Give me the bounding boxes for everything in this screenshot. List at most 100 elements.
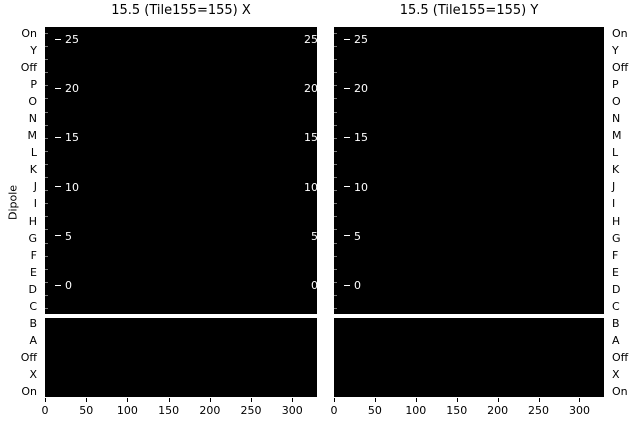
y-tick-right-16: C — [612, 299, 620, 313]
spine-tick-mark — [45, 98, 48, 99]
inner-y-tick-left-5: 0 — [55, 280, 72, 291]
spine-tick-mark — [45, 243, 48, 244]
tick-dash-icon — [344, 87, 350, 89]
spine-tick-mark — [45, 295, 48, 296]
y-tick-left-4: O — [28, 95, 37, 109]
spine-tick-mark — [45, 177, 48, 178]
spine-tick-mark — [334, 125, 337, 126]
x-tick-label-5: 250 — [240, 404, 262, 417]
y-tick-right-6: M — [612, 129, 622, 143]
y-tick-left-9: J — [33, 180, 37, 194]
y-tick-right-18: A — [612, 333, 620, 347]
x-tick-label-4: 200 — [199, 404, 221, 417]
inner-y-tick-label: 5 — [65, 229, 72, 243]
y-tick-left-14: E — [30, 265, 37, 279]
y-tick-right-0: On — [612, 27, 628, 40]
y-tick-left-5: N — [28, 112, 37, 126]
spine-tick-mark — [45, 125, 48, 126]
panel-title-right: 15.5 (Tile155=155) Y — [399, 3, 539, 18]
y-tick-left-19: Off — [20, 350, 37, 364]
tick-dash-icon — [55, 38, 61, 40]
inner-y-tick-mirror-0: 25 — [304, 33, 317, 46]
panel-title-left: 15.5 (Tile155=155) X — [111, 3, 251, 18]
spine-tick-mark — [45, 203, 48, 204]
x-tick-mark-0 — [334, 398, 335, 402]
spine-tick-mark — [45, 282, 48, 283]
inner-y-tick-label: 5 — [354, 229, 361, 243]
spine-tick-mark — [45, 190, 48, 191]
y-tick-left-11: H — [28, 214, 37, 228]
spine-tick-mark — [45, 256, 48, 257]
x-tick-mark-4 — [497, 398, 499, 402]
y-tick-right-19: Off — [612, 350, 629, 364]
inner-y-tick-left-2: 15 — [55, 132, 79, 143]
inner-y-tick-label: 15 — [65, 131, 79, 145]
tick-dash-icon — [344, 235, 350, 237]
plot-area-lower-right[interactable] — [334, 318, 604, 397]
spine-tick-mark — [334, 164, 337, 165]
inner-y-tick-right-4: 5 — [344, 231, 361, 242]
spine-tick-mark — [45, 112, 48, 113]
inner-y-tick-left-0: 25 — [55, 34, 79, 45]
inner-y-tick-label: 10 — [354, 180, 368, 194]
plot-area-lower-left[interactable] — [45, 318, 317, 397]
tick-dash-icon — [55, 186, 61, 188]
x-tick-mark-3 — [456, 398, 458, 402]
y-tick-left-3: P — [30, 78, 37, 92]
x-tick-mark-1 — [86, 398, 88, 402]
x-tick-label-2: 100 — [405, 404, 427, 417]
y-tick-left-18: A — [29, 333, 37, 347]
spine-tick-mark — [334, 308, 337, 309]
x-tick-label-1: 50 — [367, 404, 382, 417]
y-tick-right-9: J — [612, 180, 616, 194]
y-tick-left-0: On — [21, 27, 37, 40]
y-tick-right-14: E — [612, 265, 619, 279]
x-tick-label-3: 150 — [158, 404, 180, 417]
spine-tick-mark — [45, 138, 48, 139]
inner-y-tick-mirror-5: 0 — [311, 279, 317, 292]
inner-y-tick-right-2: 15 — [344, 132, 368, 143]
spine-tick-mark — [334, 138, 337, 139]
tick-dash-icon — [55, 87, 61, 89]
y-tick-left-10: I — [33, 197, 37, 211]
tick-dash-icon — [55, 235, 61, 237]
x-tick-label-2: 100 — [116, 404, 138, 417]
inner-y-tick-mirror-2: 15 — [304, 131, 317, 145]
x-tick-label-5: 250 — [528, 404, 550, 417]
tick-dash-icon — [344, 136, 350, 138]
y-tick-right-15: D — [612, 282, 621, 296]
y-tick-left-1: Y — [30, 44, 37, 58]
spine-tick-mark — [45, 151, 48, 152]
y-tick-right-20: X — [612, 367, 620, 381]
plot-area-upper-right[interactable]: 25 20 15 10 5 0 — [334, 27, 604, 314]
plot-panel-left[interactable]: 25 25 20 20 15 15 10 10 5 5 0 0 — [45, 27, 317, 397]
x-tick-mark-5 — [251, 398, 253, 402]
spine-tick-mark — [334, 216, 337, 217]
inner-y-tick-label: 0 — [65, 279, 72, 292]
inner-y-tick-mirror-3: 10 — [304, 180, 317, 194]
spine-tick-mark — [334, 295, 337, 296]
plot-panel-right[interactable]: 25 20 15 10 5 0 — [334, 27, 604, 397]
y-tick-left-2: Off — [20, 61, 37, 75]
y-tick-right-2: Off — [612, 61, 629, 75]
inner-y-tick-left-1: 20 — [55, 83, 79, 94]
inner-y-tick-label: 15 — [354, 131, 368, 145]
inner-y-tick-mirror-4: 5 — [311, 229, 317, 243]
tick-dash-icon — [344, 38, 350, 40]
y-tick-left-8: K — [29, 163, 37, 177]
spine-tick-mark — [334, 151, 337, 152]
y-tick-left-15: D — [28, 282, 37, 296]
x-tick-label-6: 300 — [568, 404, 590, 417]
y-tick-left-13: F — [30, 248, 37, 262]
y-tick-left-20: X — [29, 367, 37, 381]
inner-y-tick-label: 25 — [65, 33, 79, 46]
spine-tick-mark — [45, 33, 48, 34]
tick-dash-icon — [344, 284, 350, 286]
spine-tick-mark — [334, 59, 337, 60]
y-tick-right-1: Y — [612, 44, 619, 58]
plot-area-upper-left[interactable]: 25 25 20 20 15 15 10 10 5 5 0 0 — [45, 27, 317, 314]
y-tick-right-4: O — [612, 95, 621, 109]
y-tick-right-21: On — [612, 385, 628, 398]
y-axis-tick-labels-right: On Y Off P O N M L K J I H G F E D C B A Off X On — [608, 27, 640, 397]
x-tick-mark-2 — [415, 398, 417, 402]
